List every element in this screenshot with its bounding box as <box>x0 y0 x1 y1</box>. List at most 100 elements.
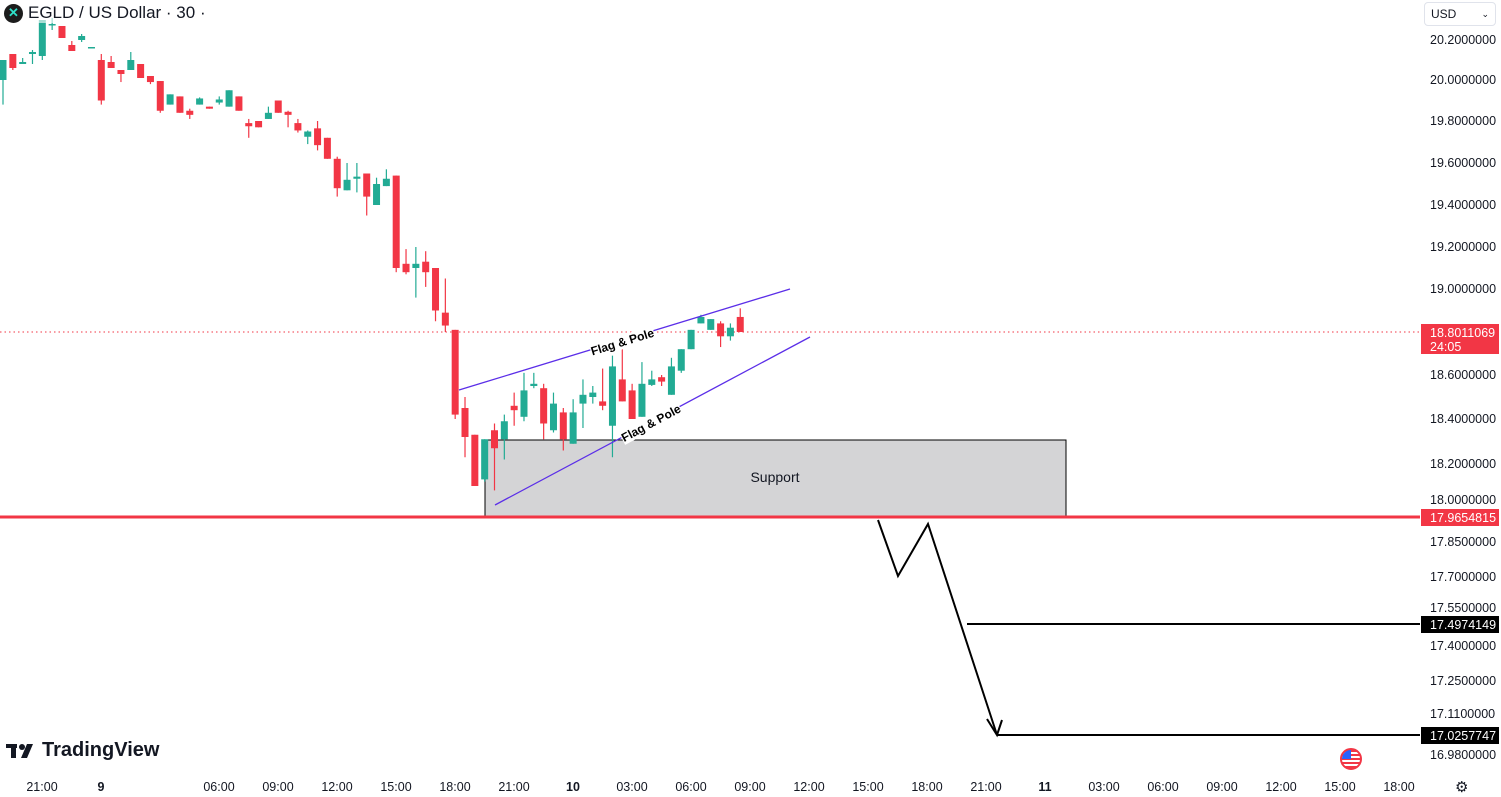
candle-body <box>608 366 616 426</box>
candle <box>451 329 459 419</box>
candle-body <box>471 434 479 486</box>
candle <box>658 375 666 386</box>
candle <box>540 383 548 440</box>
candle <box>68 41 76 51</box>
time-tick-label: 15:00 <box>1324 780 1355 794</box>
candle-body <box>245 123 253 127</box>
candles <box>0 18 744 491</box>
candle-body <box>638 383 646 417</box>
candle <box>343 163 351 191</box>
candle-body <box>579 394 587 404</box>
time-tick-label: 06:00 <box>675 780 706 794</box>
candle-body <box>667 366 675 395</box>
candle <box>481 439 489 482</box>
candle <box>677 349 685 373</box>
candle <box>363 173 371 216</box>
candle-body <box>38 20 46 56</box>
candle <box>215 96 223 105</box>
candle-body <box>628 390 636 419</box>
candle-body <box>97 60 105 101</box>
time-tick-label: 21:00 <box>970 780 1001 794</box>
candle-body <box>461 408 469 437</box>
candle <box>235 96 243 111</box>
price-tick-label: 18.0000000 <box>1430 493 1496 507</box>
flag-lower-label: Flag & Pole <box>619 402 684 445</box>
candle <box>707 319 715 330</box>
candle <box>38 20 46 60</box>
candle <box>19 58 27 64</box>
candle-body <box>19 62 27 64</box>
candle <box>196 97 204 105</box>
candle <box>441 278 449 332</box>
candle <box>608 355 616 458</box>
candle <box>314 121 322 151</box>
candle-body <box>343 179 351 191</box>
candle-body <box>530 383 538 386</box>
candle <box>500 414 508 460</box>
candle-body <box>353 176 361 179</box>
currency-button[interactable]: USD ⌄ <box>1424 2 1496 26</box>
candle <box>28 50 36 64</box>
candle-body <box>186 110 194 115</box>
time-tick-label: 15:00 <box>852 780 883 794</box>
target1-price-value: 17.4974149 <box>1430 618 1496 632</box>
candle <box>687 329 695 350</box>
candle-body <box>451 329 459 415</box>
candle-body <box>9 54 17 68</box>
price-tick-label: 19.8000000 <box>1430 114 1496 128</box>
candle-body <box>392 175 400 268</box>
candle-body <box>363 173 371 197</box>
price-tick-label: 19.4000000 <box>1430 198 1496 212</box>
candle-body <box>28 52 36 54</box>
time-tick-label: 18:00 <box>911 780 942 794</box>
tradingview-logo-text: TradingView <box>42 739 160 761</box>
projection-path[interactable] <box>877 519 998 736</box>
candle-body <box>215 99 223 103</box>
candle-body <box>412 263 420 268</box>
support-zone[interactable] <box>484 439 1067 517</box>
candle <box>412 247 420 298</box>
candle <box>353 163 361 193</box>
candle-body <box>87 47 95 49</box>
time-tick-label: 21:00 <box>498 780 529 794</box>
price-tick-label: 17.8500000 <box>1430 535 1496 549</box>
candle <box>589 386 597 404</box>
candle-body <box>589 392 597 397</box>
candle <box>569 399 577 444</box>
time-axis[interactable]: 21:00 9 06:00 09:00 12:00 15:00 18:00 21:00 10 03… <box>26 780 1414 794</box>
price-tick-label: 18.2000000 <box>1430 457 1496 471</box>
candle-body <box>382 178 390 187</box>
target2-price-value: 17.0257747 <box>1430 729 1496 743</box>
time-tick-label: 09:00 <box>734 780 765 794</box>
candle <box>58 26 66 38</box>
price-axis[interactable]: 20.2000000 20.0000000 19.8000000 19.6000000… <box>1430 33 1496 762</box>
candle <box>225 90 233 107</box>
us-flag-icon[interactable] <box>1340 748 1362 770</box>
candle <box>618 344 626 402</box>
candle-body <box>726 327 734 337</box>
candle-body <box>264 112 272 119</box>
time-tick-label: 15:00 <box>380 780 411 794</box>
candle <box>137 64 145 78</box>
candle-body <box>117 70 125 74</box>
candle-body <box>0 60 7 80</box>
candle <box>422 251 430 287</box>
symbol-title[interactable]: ✕ EGLD / US Dollar · 30 · <box>4 3 206 23</box>
tradingview-logo[interactable]: TradingView <box>6 739 159 762</box>
candle-body <box>284 111 292 115</box>
candle <box>146 76 154 85</box>
gear-icon[interactable]: ⚙ <box>1455 779 1469 796</box>
candle-body <box>520 390 528 417</box>
candle <box>382 169 390 187</box>
candle <box>156 81 164 113</box>
candle <box>304 130 312 145</box>
candle <box>274 100 282 113</box>
time-tick-label: 09:00 <box>262 780 293 794</box>
candle <box>549 392 557 433</box>
time-tick-label: 12:00 <box>1265 780 1296 794</box>
candle-body <box>432 268 440 311</box>
target1-price-badge <box>1421 616 1499 633</box>
candle-body <box>402 263 410 273</box>
time-tick-label: 09:00 <box>1206 780 1237 794</box>
